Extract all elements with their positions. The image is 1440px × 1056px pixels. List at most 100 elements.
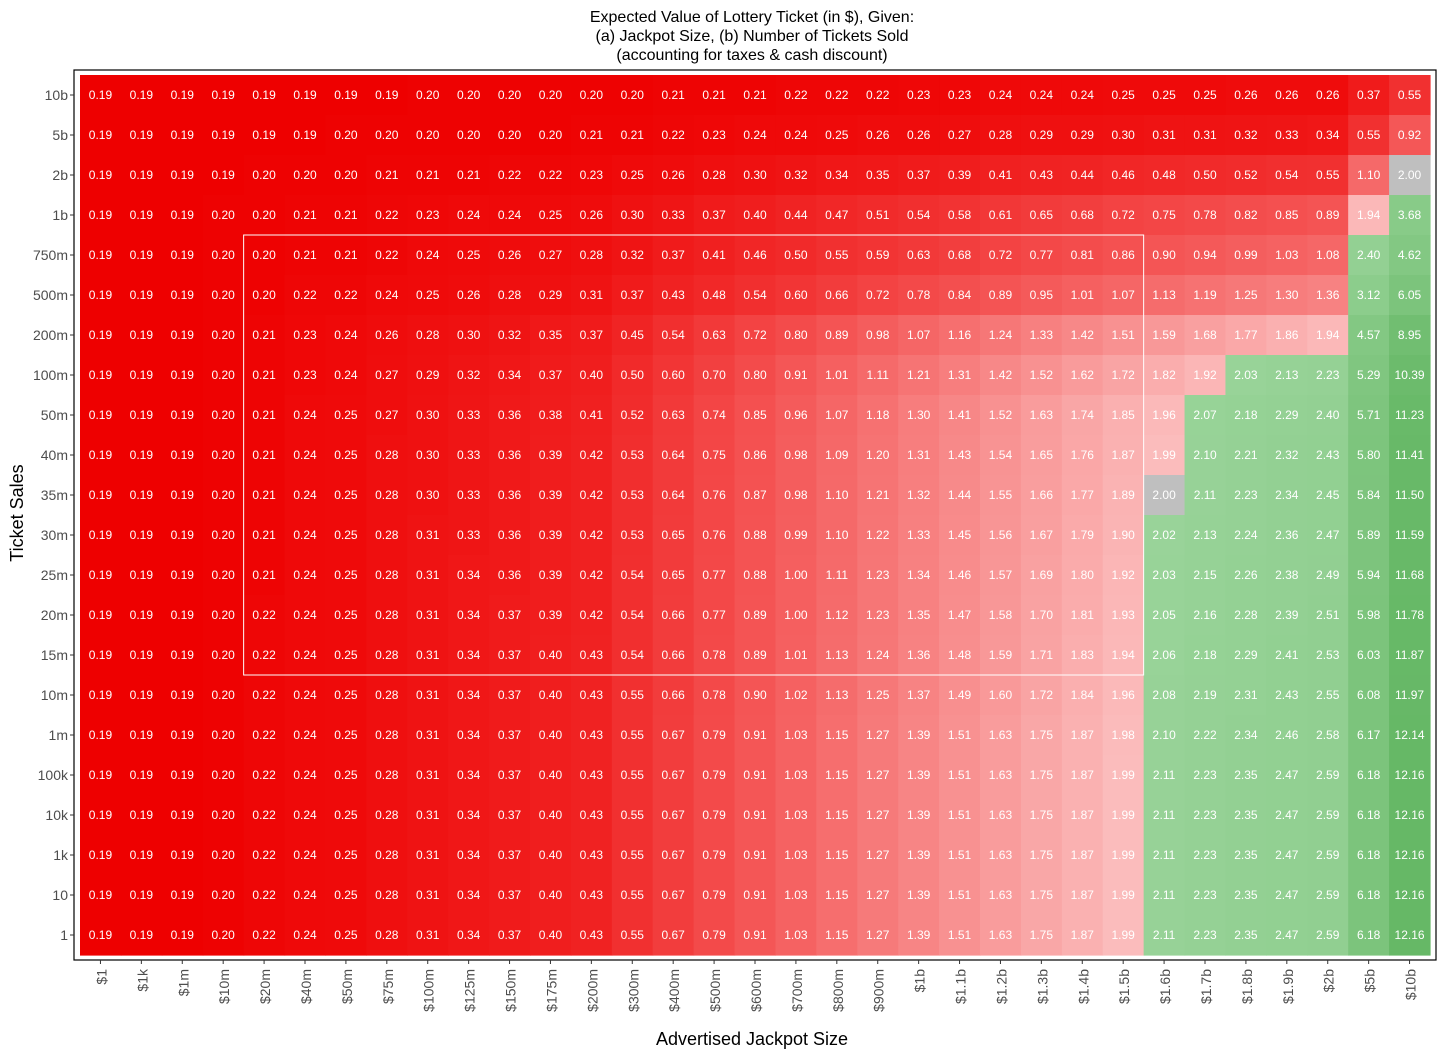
heatmap-cell-label: 0.22: [252, 728, 276, 742]
heatmap-cell-label: 0.55: [825, 248, 849, 262]
heatmap-cell: [693, 435, 736, 476]
heatmap-cell-label: 11.68: [1395, 568, 1424, 582]
heatmap-cell-label: 0.22: [252, 648, 276, 662]
heatmap-cell: [80, 315, 122, 356]
heatmap-cell-label: 1.63: [989, 848, 1013, 862]
heatmap-cell-label: 0.22: [539, 168, 563, 182]
heatmap-cell: [1102, 355, 1145, 396]
heatmap-cell-label: 0.77: [1030, 248, 1054, 262]
heatmap-cell: [1102, 555, 1145, 596]
heatmap-cell-label: 1.51: [948, 888, 972, 902]
heatmap-cell: [898, 475, 940, 516]
heatmap-cell: [161, 715, 204, 756]
heatmap-cell: [816, 315, 858, 356]
heatmap-cell-label: 0.19: [171, 648, 195, 662]
heatmap-cell: [1266, 755, 1308, 796]
heatmap-cell-label: 2.35: [1234, 928, 1258, 942]
heatmap-cell: [1307, 475, 1349, 516]
x-tick-label: $1.9b: [1280, 969, 1296, 1004]
x-tick-label: $1.6b: [1157, 969, 1173, 1004]
heatmap-cell: [611, 435, 654, 476]
heatmap-cell-label: 1.00: [784, 568, 808, 582]
heatmap-cell: [407, 555, 449, 596]
heatmap-cell: [202, 515, 245, 556]
heatmap-cell-label: 0.79: [702, 888, 726, 902]
heatmap-cell-label: 0.22: [252, 888, 276, 902]
heatmap-cell-label: 0.39: [539, 488, 563, 502]
heatmap-cell: [734, 355, 777, 396]
heatmap-cell-label: 0.21: [375, 168, 399, 182]
heatmap-cell: [1061, 915, 1104, 956]
heatmap-cell: [1389, 235, 1431, 276]
heatmap-cell: [120, 515, 163, 556]
heatmap-cell: [1389, 155, 1431, 196]
heatmap-cell-label: 0.37: [498, 808, 522, 822]
heatmap-cell-label: 1.23: [866, 568, 890, 582]
heatmap-cell: [1102, 875, 1145, 916]
heatmap-cell-label: 1.25: [1234, 288, 1258, 302]
heatmap-cell: [570, 75, 613, 116]
heatmap-cell: [939, 435, 981, 476]
heatmap-cell-label: 1.80: [1071, 568, 1095, 582]
heatmap-cell: [652, 595, 695, 636]
y-tick-label: 200m: [33, 327, 68, 343]
heatmap-cell: [857, 395, 899, 436]
heatmap-cell-label: 1.52: [989, 408, 1013, 422]
heatmap-cell-label: 0.24: [375, 288, 399, 302]
heatmap-cell: [1061, 355, 1104, 396]
heatmap-cell: [489, 675, 531, 716]
heatmap-cell: [1348, 435, 1390, 476]
heatmap-cell-label: 2.47: [1316, 528, 1340, 542]
heatmap-cell: [1020, 915, 1063, 956]
heatmap-cell: [570, 395, 613, 436]
heatmap-cell-label: 0.34: [457, 808, 481, 822]
heatmap-cell-label: 0.25: [334, 688, 358, 702]
heatmap-cell-label: 0.19: [89, 248, 113, 262]
x-tick-label: $1b: [912, 969, 928, 993]
heatmap-cell: [1348, 395, 1390, 436]
heatmap-cell-label: 1.87: [1071, 848, 1095, 862]
heatmap-cell: [980, 835, 1022, 876]
heatmap-cell: [1020, 75, 1063, 116]
heatmap-cell: [734, 315, 777, 356]
heatmap-cell-label: 0.19: [130, 208, 154, 222]
heatmap-cell-label: 0.28: [375, 808, 399, 822]
heatmap-cell-label: 1.08: [1316, 248, 1340, 262]
heatmap-cell: [1389, 755, 1431, 796]
heatmap-cell-label: 0.19: [89, 648, 113, 662]
heatmap-cell: [1266, 115, 1308, 156]
heatmap-cell: [448, 235, 490, 276]
heatmap-cell-label: 12.16: [1395, 848, 1425, 862]
x-tick-label: $2b: [1321, 969, 1337, 993]
heatmap-cell-label: 1.59: [1152, 328, 1176, 342]
heatmap-cell: [366, 595, 408, 636]
heatmap-cell: [1061, 755, 1104, 796]
heatmap-cell-label: 0.89: [1316, 208, 1340, 222]
heatmap-cell-label: 1.55: [989, 488, 1013, 502]
heatmap-cell-label: 0.53: [621, 488, 645, 502]
heatmap-cell-label: 2.23: [1234, 488, 1258, 502]
heatmap-cell-label: 0.19: [89, 448, 113, 462]
heatmap-cell: [775, 355, 817, 396]
heatmap-cell-label: 0.28: [375, 848, 399, 862]
heatmap-cell: [1348, 115, 1390, 156]
heatmap-cell: [325, 675, 367, 716]
heatmap-cell: [734, 275, 777, 316]
heatmap-cell: [1348, 835, 1390, 876]
heatmap-cell: [1143, 395, 1186, 436]
heatmap-cell: [325, 515, 367, 556]
heatmap-cell: [1143, 315, 1186, 356]
heatmap-cell-label: 2.13: [1275, 368, 1299, 382]
heatmap-cell: [775, 675, 817, 716]
heatmap-cell: [1102, 635, 1145, 676]
heatmap-cell-label: 1.03: [784, 808, 808, 822]
heatmap-cell-label: 1.21: [866, 488, 890, 502]
heatmap-cell: [202, 155, 245, 196]
heatmap-cell: [734, 515, 777, 556]
heatmap-cell-label: 0.63: [702, 328, 726, 342]
heatmap-cell: [980, 75, 1022, 116]
heatmap-cell: [734, 435, 777, 476]
heatmap-cell-label: 11.50: [1395, 488, 1424, 502]
heatmap-cell-label: 0.28: [375, 648, 399, 662]
heatmap-cell-label: 0.21: [580, 128, 604, 142]
